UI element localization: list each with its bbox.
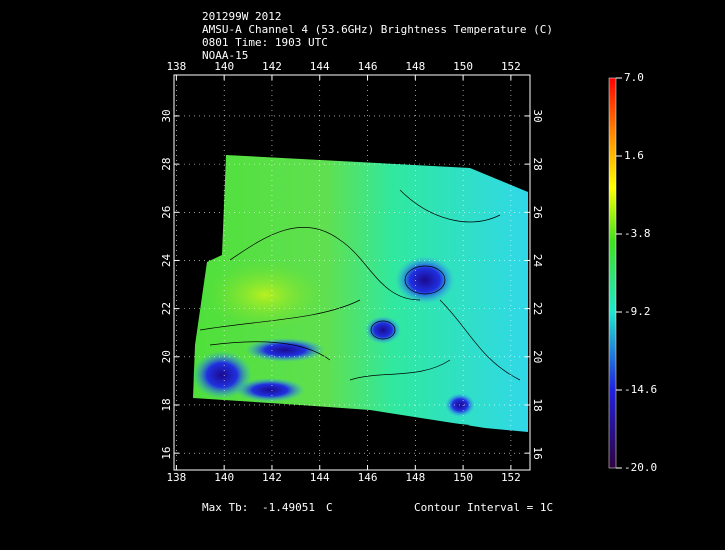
lat-tick-label: 26 bbox=[531, 206, 544, 219]
lon-tick-label: 144 bbox=[310, 471, 330, 484]
map-frame bbox=[173, 74, 531, 471]
lon-tick-label: 152 bbox=[501, 60, 521, 73]
colorbar-label: -20.0 bbox=[624, 461, 657, 474]
lat-tick-label: 24 bbox=[531, 254, 544, 268]
footer-unit: C bbox=[326, 501, 333, 514]
lat-tick-label: 28 bbox=[160, 157, 173, 170]
lat-tick-label: 28 bbox=[531, 157, 544, 170]
lat-tick-label: 18 bbox=[160, 398, 173, 411]
lon-tick-label: 138 bbox=[166, 471, 186, 484]
lat-tick-label: 30 bbox=[160, 109, 173, 122]
lon-tick-label: 142 bbox=[262, 471, 282, 484]
lon-tick-label: 150 bbox=[453, 60, 473, 73]
colorbar-label: -14.6 bbox=[624, 383, 657, 396]
colorbar-label: -3.8 bbox=[624, 227, 651, 240]
title-line: AMSU-A Channel 4 (53.6GHz) Brightness Te… bbox=[202, 23, 553, 36]
lat-tick-label: 20 bbox=[531, 350, 544, 363]
lat-tick-label: 20 bbox=[160, 350, 173, 363]
lon-tick-label: 144 bbox=[310, 60, 330, 73]
lon-tick-label: 148 bbox=[405, 471, 425, 484]
lat-tick-label: 26 bbox=[160, 206, 173, 219]
title-line: 201299W 2012 bbox=[202, 10, 281, 23]
lat-tick-label: 24 bbox=[160, 253, 173, 267]
lon-tick-label: 152 bbox=[501, 471, 521, 484]
title-line: 0801 Time: 1903 UTC bbox=[202, 36, 328, 49]
lon-tick-label: 150 bbox=[453, 471, 473, 484]
colorbar-label: 1.6 bbox=[624, 149, 644, 162]
temperature-field bbox=[192, 155, 528, 432]
lat-tick-label: 30 bbox=[531, 109, 544, 122]
title-line: NOAA-15 bbox=[202, 49, 248, 62]
lon-tick-label: 146 bbox=[358, 60, 378, 73]
lat-tick-label: 22 bbox=[160, 302, 173, 315]
lon-tick-label: 148 bbox=[405, 60, 425, 73]
lat-tick-label: 16 bbox=[160, 447, 173, 460]
title-block: 201299W 2012 AMSU-A Channel 4 (53.6GHz) … bbox=[202, 10, 553, 62]
footer-contour: Contour Interval = 1C bbox=[414, 501, 553, 514]
lat-tick-label: 22 bbox=[531, 302, 544, 315]
lat-tick-label: 16 bbox=[531, 447, 544, 460]
colorbar bbox=[608, 77, 617, 469]
lon-tick-label: 138 bbox=[166, 60, 186, 73]
footer-value: -1.49051 bbox=[262, 501, 315, 514]
lon-tick-label: 140 bbox=[214, 471, 234, 484]
lon-tick-label: 146 bbox=[358, 471, 378, 484]
lon-tick-label: 140 bbox=[214, 60, 234, 73]
colorbar-label: -9.2 bbox=[624, 305, 651, 318]
lat-tick-label: 18 bbox=[531, 398, 544, 411]
colorbar-label: 7.0 bbox=[624, 71, 644, 84]
footer-label: Max Tb: bbox=[202, 501, 248, 514]
lon-tick-label: 142 bbox=[262, 60, 282, 73]
